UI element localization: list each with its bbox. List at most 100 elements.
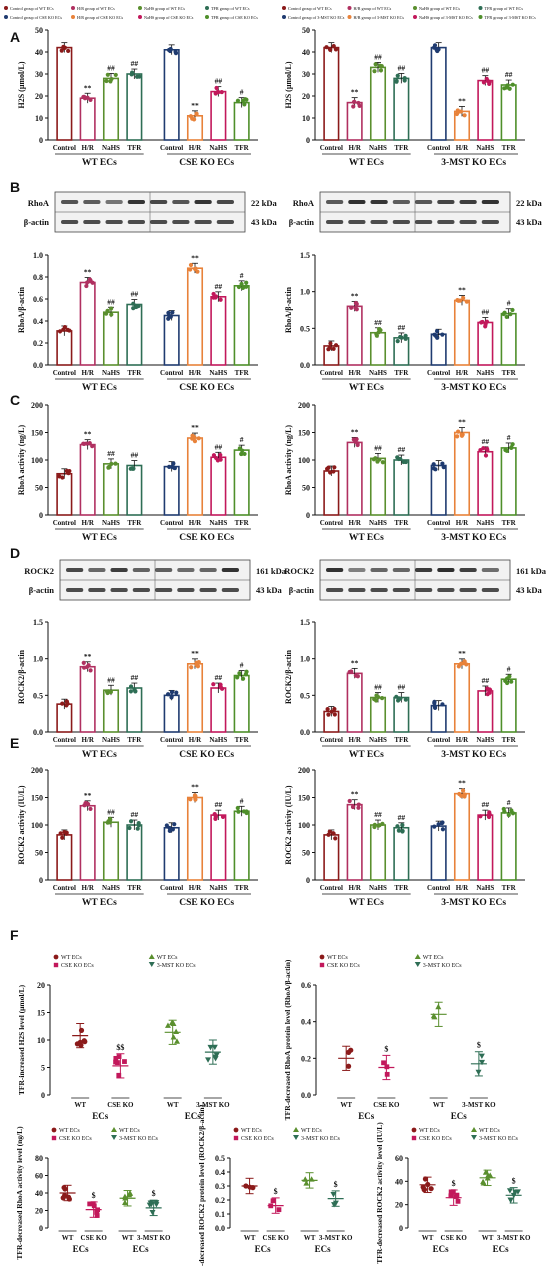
y-tick-label: 10: [302, 114, 310, 123]
data-point: [147, 1200, 154, 1206]
x-tick-label: Control: [160, 736, 183, 744]
data-point: [167, 313, 172, 318]
bar: [102, 821, 120, 881]
significance-mark: **: [191, 423, 199, 432]
legend-entry: CSE KO ECs: [419, 1136, 452, 1142]
blot-band: [132, 588, 150, 592]
y-tick-label: 50: [302, 484, 310, 493]
y-tick-label: 40: [302, 48, 310, 57]
data-point: [94, 1213, 100, 1218]
data-point: [487, 687, 492, 692]
bar: [369, 457, 387, 516]
scatter-chart-F: 0 20 40 60 TFR-decreased ROCK2 activity leve…: [375, 1122, 531, 1264]
bar: [233, 810, 250, 881]
bar: [453, 431, 471, 516]
x-tick-label: H/R: [189, 884, 202, 892]
legend-marker: [148, 954, 155, 959]
bar: [79, 443, 96, 516]
data-point: [166, 316, 171, 321]
blot-band: [481, 220, 499, 224]
significance-mark: **: [191, 253, 199, 262]
x-tick-label: CSE KO: [373, 1101, 400, 1109]
panel-letter: D: [10, 545, 20, 561]
data-point: [328, 470, 333, 475]
y-axis-label: ROCK2 activity (IU/L): [284, 785, 293, 864]
group-label: ECs: [185, 1111, 202, 1121]
significance-mark: **: [191, 101, 199, 110]
legend-entry: TFR group of CSE KO ECs: [211, 15, 258, 20]
significance-mark: $: [452, 1179, 456, 1188]
data-point: [214, 455, 219, 461]
x-tick-label: WT: [433, 1101, 445, 1109]
x-tick-label: TFR: [127, 736, 142, 744]
significance-mark: #: [240, 271, 244, 280]
bar: [393, 696, 410, 733]
significance-mark: ##: [398, 683, 406, 692]
data-point: [60, 701, 65, 706]
y-tick-label: 1.0: [33, 251, 43, 260]
x-tick-label: 3-MST KO: [497, 1234, 531, 1242]
y-tick-label: 0.0: [33, 361, 43, 370]
data-point: [510, 82, 515, 87]
data-point: [240, 448, 245, 453]
bar: [477, 321, 494, 366]
data-point: [211, 453, 217, 458]
x-tick-label: H/R: [348, 736, 361, 744]
data-point: [276, 1207, 282, 1213]
data-point: [483, 324, 488, 329]
data-point: [218, 297, 223, 302]
x-tick-label: Control: [53, 736, 76, 744]
data-point: [126, 1191, 133, 1198]
x-tick-label: TFR: [127, 369, 142, 377]
legend-entry: CSE KO ECs: [241, 1136, 274, 1142]
significance-mark: ##: [482, 66, 490, 75]
data-point: [219, 89, 224, 95]
data-point: [326, 465, 331, 470]
x-tick-label: TFR: [502, 144, 517, 152]
significance-mark: ##: [107, 297, 115, 306]
x-tick-label: WT: [422, 1234, 434, 1242]
data-point: [328, 341, 333, 346]
data-point: [205, 1057, 212, 1063]
x-tick-label: Control: [53, 369, 76, 377]
data-point: [510, 307, 515, 313]
data-point: [104, 78, 109, 84]
significance-mark: ##: [398, 63, 406, 72]
legend-entry: CSE KO ECs: [59, 1136, 92, 1142]
legend-marker: [413, 15, 417, 19]
y-tick-label: 0: [306, 876, 310, 885]
significance-mark: $: [384, 1044, 388, 1053]
y-tick-label: 50: [35, 484, 43, 493]
group-label: CSE KO ECs: [179, 383, 234, 393]
data-point: [165, 692, 171, 697]
x-tick-label: H/R: [456, 369, 469, 377]
y-tick-label: 0.2: [301, 1054, 311, 1063]
y-tick-label: 20: [395, 1201, 403, 1210]
bar: [477, 814, 494, 881]
data-point: [478, 1053, 485, 1059]
data-point: [211, 1044, 218, 1051]
blot-band: [437, 568, 455, 572]
y-tick-label: 0.5: [33, 691, 43, 700]
bar: [102, 463, 120, 516]
data-point: [149, 1209, 156, 1216]
data-point: [250, 1185, 256, 1191]
data-point: [236, 809, 241, 814]
legend-entry: 3-MST KO ECs: [479, 1136, 519, 1142]
bar: [102, 77, 120, 141]
y-axis-label: TFR-decreased RhoA protein level (RhoA/β…: [283, 959, 292, 1120]
group-label: ECs: [433, 1244, 450, 1254]
legend-marker: [411, 1135, 417, 1141]
significance-mark: **: [458, 418, 466, 427]
x-tick-label: NaHS: [476, 884, 494, 892]
data-point: [356, 802, 361, 807]
data-point: [196, 436, 201, 441]
data-point: [106, 465, 111, 470]
data-point: [242, 102, 247, 107]
bar: [369, 824, 387, 881]
x-tick-label: WT: [340, 1101, 352, 1109]
data-point: [88, 668, 93, 673]
bar-chart-A: 0 10 20 30 40 50 H2S (μmol/L) Control ** H/R ## NaH…: [17, 26, 258, 168]
data-point: [135, 826, 140, 831]
